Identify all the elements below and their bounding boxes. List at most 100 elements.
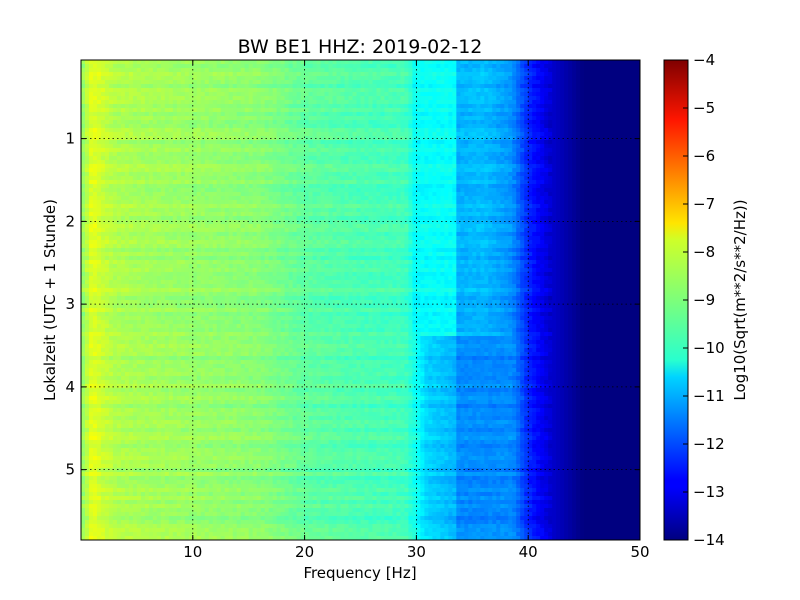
heatmap-cell bbox=[356, 200, 362, 205]
heatmap-cell bbox=[152, 176, 158, 181]
heatmap-cell bbox=[460, 132, 465, 137]
heatmap-cell bbox=[556, 92, 561, 97]
heatmap-cell bbox=[216, 120, 222, 125]
heatmap-cell bbox=[292, 100, 298, 105]
heatmap-cell bbox=[284, 108, 290, 113]
heatmap-cell bbox=[220, 60, 226, 65]
heatmap-cell bbox=[140, 176, 146, 181]
heatmap-cell bbox=[108, 140, 114, 145]
heatmap-cell bbox=[564, 176, 569, 181]
heatmap-cell bbox=[148, 60, 154, 65]
heatmap-cell bbox=[604, 192, 609, 197]
heatmap-cell bbox=[508, 132, 513, 137]
heatmap-cell bbox=[608, 184, 613, 189]
heatmap-cell bbox=[340, 200, 346, 205]
heatmap-cell bbox=[304, 60, 310, 65]
heatmap-cell bbox=[328, 84, 334, 89]
heatmap-cell bbox=[208, 180, 214, 185]
heatmap-cell bbox=[560, 116, 565, 121]
heatmap-cell bbox=[584, 140, 589, 145]
heatmap-cell bbox=[88, 124, 94, 129]
heatmap-cell bbox=[248, 156, 254, 161]
heatmap-cell bbox=[240, 100, 246, 105]
heatmap-cell bbox=[600, 128, 605, 133]
heatmap-cell bbox=[236, 60, 242, 65]
heatmap-cell bbox=[600, 144, 605, 149]
heatmap-cell bbox=[408, 192, 413, 197]
heatmap-cell bbox=[152, 124, 158, 129]
heatmap-cell bbox=[496, 92, 501, 97]
heatmap-cell bbox=[208, 164, 214, 169]
heatmap-cell bbox=[96, 76, 102, 81]
heatmap-cell bbox=[608, 128, 613, 133]
heatmap-cell bbox=[272, 92, 278, 97]
heatmap-cell bbox=[84, 128, 90, 133]
heatmap-cell bbox=[256, 64, 262, 69]
heatmap-cell bbox=[608, 120, 613, 125]
heatmap-cell bbox=[148, 188, 154, 193]
heatmap-cell bbox=[244, 152, 250, 157]
heatmap-cell bbox=[560, 160, 565, 165]
heatmap-cell bbox=[528, 132, 533, 137]
heatmap-cell bbox=[140, 104, 146, 109]
heatmap-cell bbox=[180, 160, 186, 165]
heatmap-cell bbox=[576, 60, 581, 65]
heatmap-cell bbox=[232, 200, 238, 205]
heatmap-cell bbox=[92, 144, 98, 149]
heatmap-cell bbox=[396, 172, 402, 177]
heatmap-cell bbox=[276, 164, 282, 169]
heatmap-cell bbox=[188, 196, 194, 201]
heatmap-cell bbox=[540, 92, 545, 97]
heatmap-cell bbox=[184, 196, 190, 201]
heatmap-cell bbox=[568, 104, 573, 109]
heatmap-cell bbox=[92, 96, 98, 101]
heatmap-cell bbox=[264, 184, 270, 189]
heatmap-cell bbox=[596, 192, 601, 197]
heatmap-cell bbox=[256, 180, 262, 185]
heatmap-cell bbox=[392, 172, 398, 177]
heatmap-cell bbox=[112, 196, 118, 201]
heatmap-cell bbox=[220, 68, 226, 73]
heatmap-cell bbox=[292, 164, 298, 169]
heatmap-cell bbox=[416, 84, 421, 89]
heatmap-cell bbox=[248, 96, 254, 101]
heatmap-cell bbox=[204, 100, 210, 105]
heatmap-cell bbox=[252, 132, 258, 137]
heatmap-cell bbox=[632, 140, 637, 145]
heatmap-cell bbox=[356, 104, 362, 109]
heatmap-cell bbox=[524, 196, 529, 201]
heatmap-cell bbox=[468, 128, 473, 133]
heatmap-cell bbox=[636, 68, 640, 73]
heatmap-cell bbox=[160, 84, 166, 89]
heatmap-cell bbox=[564, 196, 569, 201]
heatmap-cell bbox=[252, 60, 258, 65]
heatmap-cell bbox=[312, 84, 318, 89]
heatmap-cell bbox=[324, 164, 330, 169]
heatmap-cell bbox=[84, 88, 90, 93]
heatmap-cell bbox=[96, 140, 102, 145]
heatmap-cell bbox=[616, 80, 621, 85]
heatmap-cell bbox=[344, 92, 350, 97]
heatmap-cell bbox=[492, 140, 497, 145]
heatmap-cell bbox=[468, 84, 473, 89]
heatmap-cell bbox=[104, 80, 110, 85]
heatmap-cell bbox=[292, 116, 298, 121]
heatmap-cell bbox=[632, 164, 637, 169]
heatmap-cell bbox=[440, 168, 445, 173]
heatmap-cell bbox=[484, 148, 489, 153]
heatmap-cell bbox=[560, 124, 565, 129]
heatmap-cell bbox=[204, 132, 210, 137]
heatmap-cell bbox=[416, 68, 421, 73]
heatmap-cell bbox=[324, 180, 330, 185]
heatmap-cell bbox=[200, 124, 206, 129]
heatmap-cell bbox=[168, 124, 174, 129]
heatmap-cell bbox=[404, 192, 410, 197]
heatmap-cell bbox=[148, 152, 154, 157]
heatmap-cell bbox=[128, 184, 134, 189]
heatmap-cell bbox=[572, 80, 577, 85]
heatmap-cell bbox=[560, 76, 565, 81]
heatmap-cell bbox=[380, 152, 386, 157]
heatmap-cell bbox=[96, 156, 102, 161]
heatmap-cell bbox=[444, 164, 449, 169]
heatmap-cell bbox=[324, 92, 330, 97]
